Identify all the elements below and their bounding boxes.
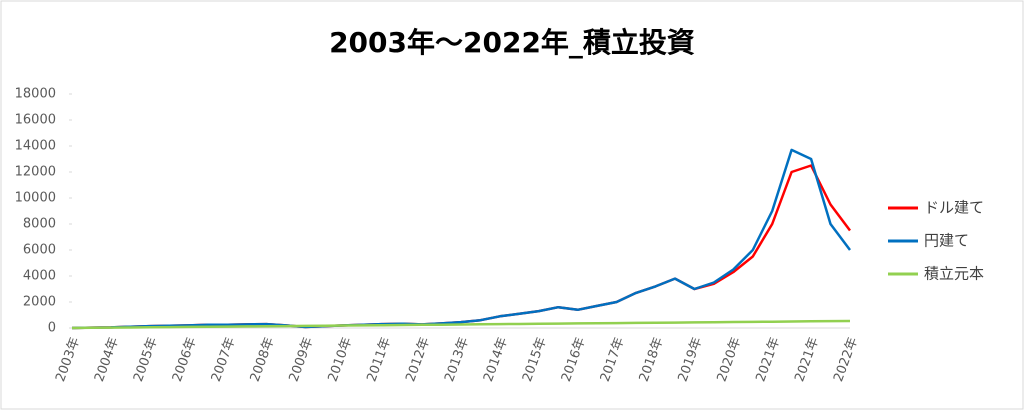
y-tick-label: 0: [48, 321, 56, 336]
line-series: [71, 148, 851, 330]
legend-label: 円建て: [924, 232, 969, 250]
y-tick-label: 14000: [15, 139, 56, 154]
y-tick-label: 4000: [23, 269, 56, 284]
y-tick-label: 6000: [23, 243, 56, 258]
line-series: [71, 319, 851, 330]
legend-label: ドル建て: [924, 199, 984, 217]
y-tick-label: 16000: [15, 113, 56, 128]
y-tick-label: 2000: [23, 295, 56, 310]
y-tick-label: 12000: [15, 165, 56, 180]
chart-title: 2003年～2022年_積立投資: [329, 26, 695, 59]
legend-label: 積立元本: [924, 265, 984, 283]
y-tick-label: 18000: [15, 87, 56, 102]
y-tick-label: 10000: [15, 191, 56, 206]
y-tick-label: 8000: [23, 217, 56, 232]
